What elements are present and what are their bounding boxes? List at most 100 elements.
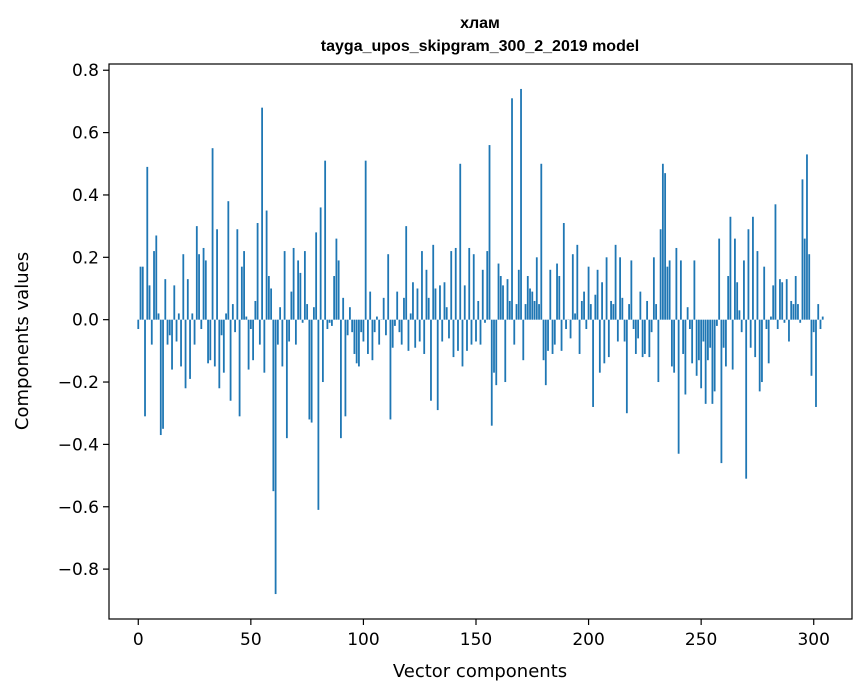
- bar: [632, 319, 635, 330]
- bar: [195, 226, 198, 320]
- bar: [819, 319, 822, 330]
- bar: [621, 297, 624, 320]
- bar: [186, 279, 189, 320]
- bar: [144, 319, 146, 417]
- bar: [607, 319, 610, 358]
- bar: [628, 304, 630, 320]
- bar: [310, 319, 313, 423]
- bar: [457, 319, 459, 351]
- bar: [513, 319, 516, 345]
- bar: [765, 319, 768, 330]
- bar: [254, 300, 257, 320]
- bar: [436, 319, 439, 411]
- bar: [227, 201, 230, 320]
- bar: [182, 254, 185, 320]
- bar: [324, 160, 327, 320]
- bar: [475, 319, 477, 342]
- bar: [700, 319, 703, 389]
- bar: [695, 319, 698, 376]
- bar: [423, 319, 426, 354]
- bar: [790, 300, 793, 320]
- bar: [643, 319, 646, 354]
- bar: [553, 319, 556, 345]
- bar: [718, 238, 721, 320]
- bar: [175, 319, 178, 342]
- x-tick-label: 200: [572, 630, 604, 650]
- bar: [698, 319, 700, 361]
- bar: [148, 285, 151, 320]
- bar: [360, 319, 363, 333]
- bar: [734, 238, 736, 320]
- bar: [538, 304, 540, 320]
- bar: [256, 223, 259, 320]
- bar: [414, 319, 417, 348]
- bar: [364, 160, 367, 320]
- bar: [614, 244, 617, 320]
- y-axis-label: Components values: [12, 252, 33, 430]
- bar: [267, 276, 270, 320]
- bar: [666, 266, 669, 320]
- bar: [276, 319, 279, 345]
- bar: [362, 319, 365, 342]
- bar: [150, 319, 153, 345]
- bar: [162, 319, 164, 429]
- bar: [738, 310, 741, 320]
- x-axis-label: Vector components: [393, 661, 567, 682]
- bar: [409, 313, 412, 320]
- bar: [571, 254, 574, 320]
- bar: [367, 319, 369, 354]
- bar: [504, 319, 507, 383]
- bar: [371, 319, 374, 361]
- bar: [385, 319, 387, 336]
- bar: [806, 154, 808, 320]
- bar: [430, 319, 432, 401]
- y-tick-label: −0.2: [58, 373, 99, 393]
- bar: [601, 282, 603, 320]
- bar: [333, 276, 336, 320]
- bar: [641, 319, 644, 358]
- bar: [249, 319, 252, 330]
- bar: [466, 319, 468, 351]
- bar: [207, 319, 209, 364]
- bar: [619, 257, 621, 320]
- bar: [810, 319, 813, 376]
- bar: [209, 319, 212, 361]
- bar: [808, 254, 811, 320]
- bar: [317, 319, 320, 510]
- bar: [236, 229, 239, 320]
- y-tick-label: −0.4: [58, 435, 99, 455]
- bar: [549, 269, 552, 320]
- bar: [335, 238, 338, 320]
- bar: [180, 319, 182, 367]
- bar: [459, 163, 462, 320]
- bar: [761, 319, 763, 383]
- bar: [328, 319, 331, 323]
- x-tick-label: 300: [797, 630, 829, 650]
- bar: [189, 319, 191, 379]
- bar: [652, 257, 655, 320]
- bar: [168, 319, 171, 336]
- bar: [490, 319, 493, 426]
- bar: [752, 216, 754, 320]
- x-tick-label: 150: [460, 630, 492, 650]
- bar: [565, 319, 567, 330]
- bar: [817, 304, 820, 320]
- bar: [146, 166, 149, 320]
- y-tick-label: −0.6: [58, 498, 99, 518]
- bar: [502, 285, 504, 320]
- bar: [153, 251, 155, 320]
- bar: [743, 260, 745, 320]
- bar: [524, 304, 527, 320]
- bar: [331, 319, 333, 326]
- bar: [191, 313, 194, 320]
- bar: [139, 266, 142, 320]
- bar: [285, 319, 288, 439]
- bar: [308, 319, 311, 420]
- bar: [605, 257, 608, 320]
- bar: [664, 173, 667, 320]
- bar: [234, 319, 236, 333]
- bar: [299, 272, 302, 320]
- bar: [290, 291, 293, 320]
- bar: [740, 319, 743, 333]
